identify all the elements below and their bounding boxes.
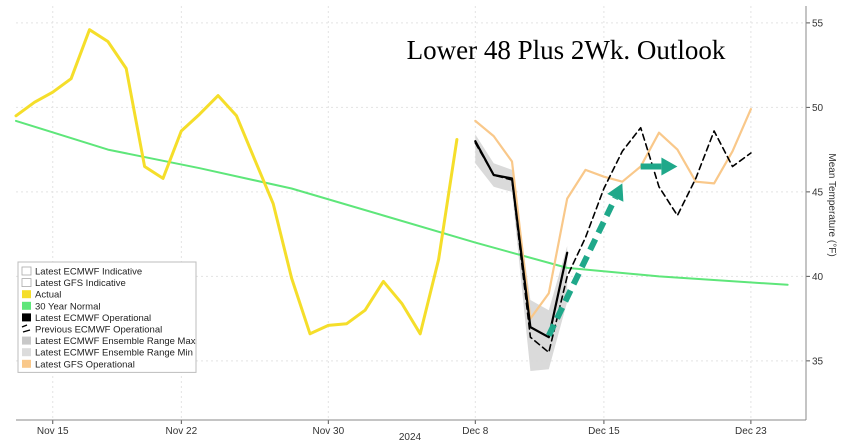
legend-box: [17, 261, 197, 373]
x-tick-label: Nov 15: [37, 426, 69, 437]
legend-swatch: [22, 336, 31, 345]
annotation-arrows: [546, 157, 678, 337]
series-lines: [14, 28, 789, 354]
legend-label: Latest GFS Operational: [35, 359, 135, 370]
chart-title: Lower 48 Plus 2Wk. Outlook: [407, 35, 726, 65]
legend-swatch: [22, 359, 31, 368]
legend-label: Latest GFS Indicative: [35, 278, 126, 289]
x-tick-label: Dec 15: [588, 426, 620, 437]
legend-swatch: [22, 313, 31, 322]
legend-label: Latest ECMWF Ensemble Range Max: [35, 336, 196, 347]
legend-label: Latest ECMWF Operational: [35, 313, 151, 324]
annotation-arrow-shaft: [546, 196, 619, 337]
y-tick-label: 50: [812, 103, 824, 114]
annotation-arrow-head: [607, 183, 624, 202]
legend-swatch: [22, 301, 31, 310]
series-line-latest-ecmwf-operational: [474, 140, 569, 339]
annotation-arrow-head: [661, 157, 678, 176]
y-axis-label: Mean Temperature (°F): [826, 153, 837, 256]
legend-label: Latest ECMWF Indicative: [35, 267, 142, 278]
legend-swatch: [21, 266, 32, 276]
legend-label: Latest ECMWF Ensemble Range Min: [35, 348, 193, 359]
legend-swatch: [21, 324, 31, 333]
x-tick-label: Nov 30: [312, 426, 344, 437]
legend-swatch: [22, 290, 31, 299]
legend-swatch: [21, 278, 32, 288]
y-tick-label: 35: [812, 356, 824, 367]
y-tick-label: 45: [812, 187, 824, 198]
axes: 35 40 45 50 55 Nov 15 Nov 22 Nov 30 Dec 8 Dec 15 D…: [16, 6, 824, 437]
legend-label: Previous ECMWF Operational: [35, 325, 162, 336]
y-tick-label: 40: [812, 272, 824, 283]
series-line-actual: [14, 28, 459, 336]
legend-swatch: [22, 348, 31, 357]
x-tick-label: Nov 22: [166, 426, 198, 437]
series-line-latest-gfs-operational: [474, 107, 753, 320]
legend-label: 30 Year Normal: [35, 301, 100, 312]
x-tick-label: Dec 8: [462, 426, 489, 437]
y-tick-label: 55: [812, 18, 824, 29]
series-line-30-year-normal: [15, 119, 789, 286]
legend-label: Actual: [35, 290, 61, 301]
x-axis-label: 2024: [399, 432, 422, 443]
x-tick-label: Dec 23: [735, 426, 767, 437]
